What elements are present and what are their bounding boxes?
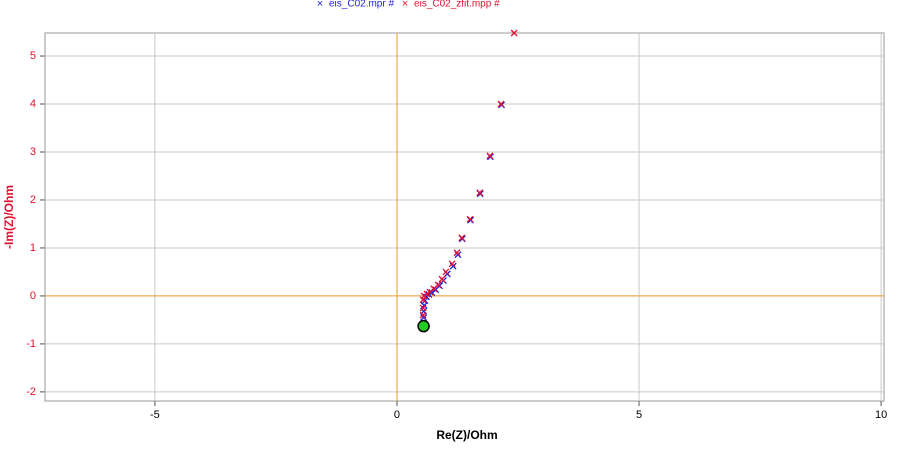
y-tick-label: 3 (30, 146, 36, 158)
x-tick-label: 10 (875, 409, 887, 421)
point (448, 260, 456, 268)
y-tick-label: 0 (30, 290, 36, 302)
legend-label: eis_C02.mpr # (329, 0, 394, 10)
x-tick-label: 0 (394, 409, 400, 421)
y-tick-label: 1 (30, 242, 36, 254)
plot-area (44, 32, 885, 402)
x-tick-label: 5 (636, 409, 642, 421)
point (458, 234, 466, 242)
x-axis-label: Re(Z)/Ohm (436, 428, 497, 442)
point (497, 100, 505, 108)
point (419, 311, 427, 319)
point (432, 286, 440, 294)
y-tick-label: 2 (30, 194, 36, 206)
point (476, 189, 484, 197)
legend-symbol: × (402, 0, 408, 10)
y-tick-label: 5 (30, 50, 36, 62)
legend-symbol: × (317, 0, 323, 10)
x-tick-label: -5 (150, 409, 160, 421)
point (419, 304, 427, 312)
point (420, 314, 428, 321)
cursor-marker (417, 319, 430, 333)
point (486, 152, 494, 160)
y-axis-label: -Im(Z)/Ohm (2, 185, 16, 249)
point (454, 251, 462, 259)
point (466, 215, 474, 223)
point (453, 249, 461, 257)
y-tick-label: -1 (26, 338, 36, 350)
point (419, 296, 427, 304)
point (442, 268, 450, 276)
point (510, 29, 518, 37)
y-tick-label: 4 (30, 98, 36, 110)
point (438, 275, 446, 283)
legend-label: eis_C02_zfit.mpp # (414, 0, 500, 10)
y-tick-label: -2 (26, 386, 36, 398)
